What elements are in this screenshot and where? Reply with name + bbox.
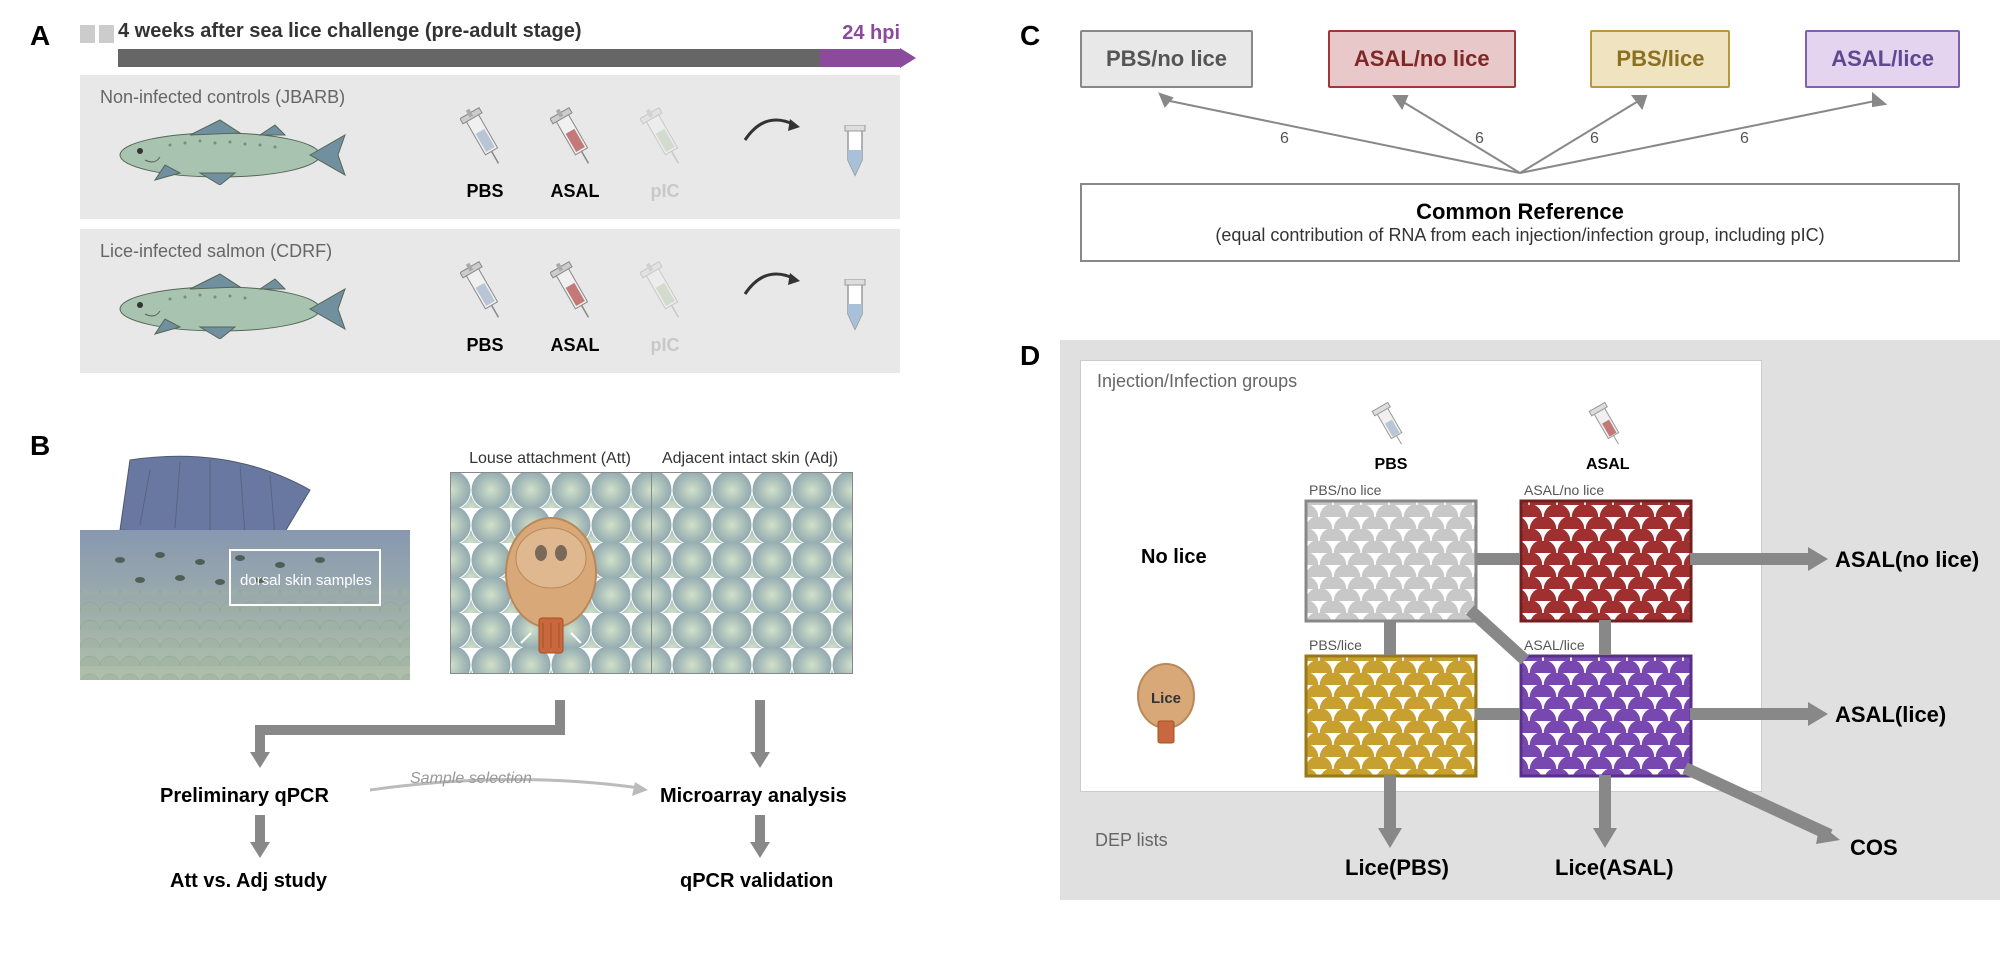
- group-noninfected: Non-infected controls (JBARB): [80, 75, 900, 219]
- panel-c: PBS/no lice ASAL/no lice PBS/lice ASAL/l…: [1080, 30, 1960, 262]
- common-reference: Common Reference (equal contribution of …: [1080, 183, 1960, 262]
- skin-panels: Louse attachment (Att) Adjacent intact s…: [450, 450, 853, 674]
- asal-label-1: ASAL: [551, 181, 600, 202]
- syringe-pbs-1: PBS: [460, 105, 510, 202]
- qpcr-validation: qPCR validation: [680, 870, 833, 893]
- pic-label-2: pIC: [651, 335, 680, 356]
- dep-lists: DEP lists: [1095, 830, 1168, 851]
- syringe-group-1: PBS ASAL p: [460, 105, 690, 202]
- pbs-label-1: PBS: [466, 181, 503, 202]
- collect-arrow-2: [740, 259, 810, 309]
- timeline-bar-hpi: [820, 49, 900, 67]
- ref-title: Common Reference: [1112, 199, 1928, 225]
- pic-label-1: pIC: [651, 181, 680, 202]
- panel-d: Injection/Infection groups PBS: [1060, 340, 2000, 900]
- panel-a: 4 weeks after sea lice challenge (pre-ad…: [80, 20, 900, 373]
- syringe-asal-2: ASAL: [550, 259, 600, 356]
- out-asal-nolice: ASAL(no lice): [1835, 547, 1979, 573]
- ref-arrows: 6 6 6 6: [1080, 88, 1960, 178]
- att-adj-study: Att vs. Adj study: [170, 870, 327, 893]
- fish-icon-2: [110, 269, 350, 344]
- d-connectors: [1060, 340, 2000, 900]
- dorsal-illustration: dorsal skin samples: [80, 450, 410, 685]
- syringe-pic-1: pIC: [640, 105, 690, 202]
- panel-a-label: A: [30, 20, 50, 52]
- sample-selection: Sample selection: [410, 770, 532, 788]
- condition-row: PBS/no lice ASAL/no lice PBS/lice ASAL/l…: [1080, 30, 1960, 88]
- panel-b-label: B: [30, 430, 50, 462]
- n1: 6: [1280, 130, 1289, 147]
- asal-label-2: ASAL: [551, 335, 600, 356]
- panel-c-label: C: [1020, 20, 1040, 52]
- microarray: Microarray analysis: [660, 785, 847, 808]
- d-container: Injection/Infection groups PBS: [1060, 340, 2000, 900]
- ref-sub: (equal contribution of RNA from each inj…: [1112, 225, 1928, 246]
- out-lice-asal: Lice(ASAL): [1555, 855, 1674, 881]
- cond-asal-lice: ASAL/lice: [1805, 30, 1960, 88]
- syringe-group-2: PBS ASAL p: [460, 259, 690, 356]
- prelim-qpcr: Preliminary qPCR: [160, 785, 329, 808]
- adj-label: Adjacent intact skin (Adj): [650, 450, 850, 468]
- cond-pbs-lice: PBS/lice: [1590, 30, 1730, 88]
- tube-icon-2: [840, 279, 870, 339]
- syringe-pic-2: pIC: [640, 259, 690, 356]
- panel-b: dorsal skin samples Louse attachment (At…: [80, 450, 910, 685]
- n2: 6: [1475, 130, 1484, 147]
- timeline-seg-1: [80, 25, 95, 43]
- syringe-pbs-2: PBS: [460, 259, 510, 356]
- fish-icon-1: [110, 115, 350, 190]
- collect-arrow-1: [740, 105, 810, 155]
- dorsal-label: dorsal skin samples: [240, 572, 372, 589]
- n3: 6: [1590, 130, 1599, 147]
- cond-asal-nolice: ASAL/no lice: [1328, 30, 1516, 88]
- timeline-seg-2: [99, 25, 114, 43]
- panel-d-label: D: [1020, 340, 1040, 372]
- tube-icon-1: [840, 125, 870, 185]
- out-lice-pbs: Lice(PBS): [1345, 855, 1449, 881]
- cond-pbs-nolice: PBS/no lice: [1080, 30, 1253, 88]
- group-infected: Lice-infected salmon (CDRF): [80, 229, 900, 373]
- n4: 6: [1740, 130, 1749, 147]
- out-cos: COS: [1850, 835, 1898, 861]
- syringe-asal-1: ASAL: [550, 105, 600, 202]
- out-asal-lice: ASAL(lice): [1835, 702, 1946, 728]
- hpi-label: 24 hpi: [842, 22, 900, 45]
- att-panel: [451, 473, 652, 673]
- timeline-bar-main: [118, 49, 820, 67]
- att-label: Louse attachment (Att): [450, 450, 650, 468]
- timeline-arrow: [900, 48, 916, 68]
- adj-panel: [652, 473, 852, 673]
- pbs-label-2: PBS: [466, 335, 503, 356]
- timeline-title: 4 weeks after sea lice challenge (pre-ad…: [118, 20, 842, 43]
